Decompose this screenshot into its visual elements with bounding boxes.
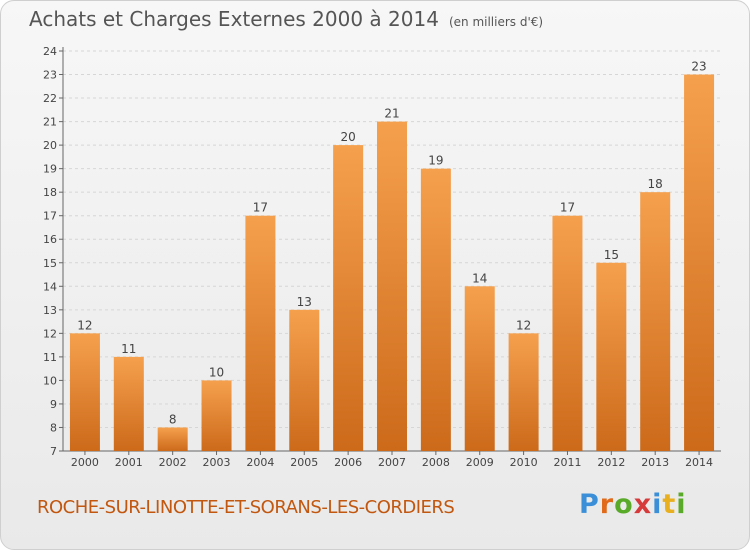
y-tick-label: 23: [43, 69, 57, 82]
x-tick-label: 2010: [510, 456, 538, 469]
logo-letter: i: [652, 489, 663, 520]
y-tick-label: 16: [43, 233, 57, 246]
y-tick-label: 8: [50, 421, 57, 434]
x-tick-label: 2005: [290, 456, 318, 469]
bar: [552, 215, 583, 451]
proxiti-logo: Proxiti: [579, 489, 687, 520]
bars: [69, 74, 715, 452]
logo-letter: r: [599, 489, 615, 520]
bar: [157, 427, 188, 451]
x-tick-label: 2000: [71, 456, 99, 469]
bar: [420, 168, 451, 451]
bar-value-label: 18: [648, 177, 663, 191]
y-tick-label: 14: [43, 280, 57, 293]
y-tick-label: 15: [43, 257, 57, 270]
bar: [289, 309, 320, 451]
chart-title-text: Achats et Charges Externes 2000 à 2014: [29, 7, 439, 31]
y-tick-label: 9: [50, 398, 57, 411]
bar: [508, 333, 539, 451]
bar: [69, 333, 100, 451]
commune-name: ROCHE-SUR-LINOTTE-ET-SORANS-LES-CORDIERS: [37, 497, 455, 518]
x-tick-label: 2002: [159, 456, 187, 469]
bar: [201, 380, 232, 451]
bar-value-label: 12: [516, 318, 531, 332]
bar: [245, 215, 276, 451]
bar-value-label: 10: [209, 365, 224, 379]
bar: [113, 356, 144, 451]
x-tick-label: 2012: [597, 456, 625, 469]
bar: [333, 145, 364, 451]
logo-letter: P: [579, 489, 600, 520]
bar-value-label: 15: [604, 248, 619, 262]
labels: 7 8 9 10 11 12 13 14 15 16 17 18 19 20 21 22 23 24 12 2000 1…: [43, 45, 713, 469]
y-tick-label: 21: [43, 116, 57, 129]
bar-value-label: 17: [253, 201, 268, 215]
bar-value-label: 19: [428, 154, 443, 168]
x-tick-label: 2011: [553, 456, 581, 469]
bar: [684, 74, 715, 451]
bar-value-label: 23: [691, 60, 706, 74]
x-tick-label: 2013: [641, 456, 669, 469]
bar: [377, 121, 407, 452]
y-tick-label: 11: [43, 351, 57, 364]
y-tick-label: 10: [43, 374, 57, 387]
chart-unit: (en milliers d'€): [448, 15, 544, 29]
logo-letter: x: [633, 489, 653, 520]
x-tick-label: 2007: [378, 456, 406, 469]
chart-title: Achats et Charges Externes 2000 à 2014 (e…: [29, 7, 543, 31]
y-tick-label: 20: [43, 139, 57, 152]
x-tick-label: 2004: [246, 456, 274, 469]
bar-value-label: 11: [121, 342, 136, 356]
bar: [464, 286, 495, 451]
y-tick-label: 19: [43, 163, 57, 176]
x-tick-label: 2003: [203, 456, 231, 469]
bar-value-label: 13: [297, 295, 312, 309]
x-tick-label: 2008: [422, 456, 450, 469]
bar-value-label: 20: [340, 130, 355, 144]
y-tick-label: 17: [43, 210, 57, 223]
bar-value-label: 14: [472, 271, 487, 285]
y-tick-label: 12: [43, 327, 57, 340]
bar-value-label: 12: [77, 318, 92, 332]
logo-letter: t: [662, 489, 677, 520]
x-tick-label: 2006: [334, 456, 362, 469]
bar-value-label: 21: [384, 107, 399, 121]
y-tick-label: 7: [50, 445, 57, 458]
y-tick-label: 22: [43, 92, 57, 105]
bar: [640, 192, 671, 452]
logo-letter: i: [676, 489, 687, 520]
y-tick-label: 18: [43, 186, 57, 199]
x-tick-label: 2009: [466, 456, 494, 469]
bar-value-label: 17: [560, 201, 575, 215]
logo-letter: o: [614, 489, 634, 520]
y-tick-label: 24: [43, 45, 57, 58]
x-tick-label: 2014: [685, 456, 713, 469]
x-tick-label: 2001: [115, 456, 143, 469]
y-tick-label: 13: [43, 304, 57, 317]
bar-value-label: 8: [169, 412, 177, 426]
bar: [596, 262, 627, 451]
